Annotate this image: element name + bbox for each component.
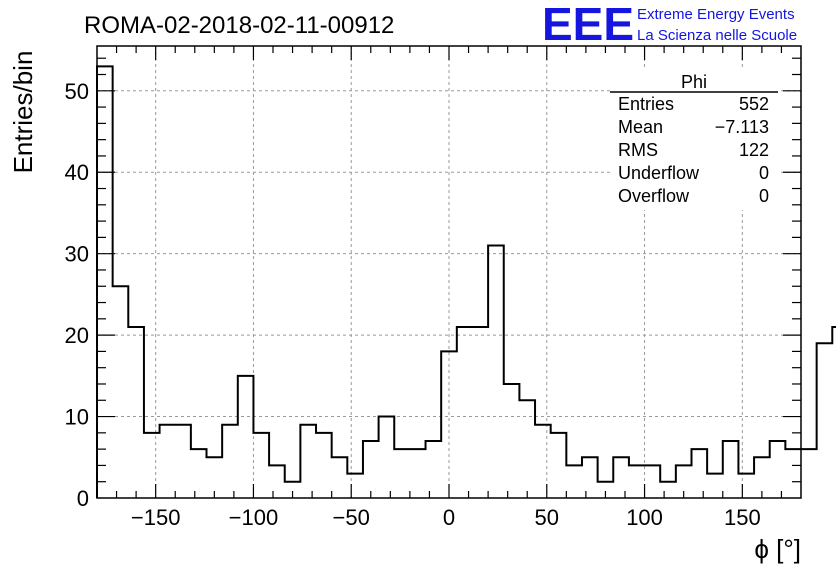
histogram-bin bbox=[160, 425, 176, 498]
histogram-bin bbox=[551, 433, 567, 498]
histogram-bin bbox=[379, 417, 395, 498]
histogram-bin bbox=[817, 343, 833, 498]
stat-label: Entries bbox=[618, 94, 674, 114]
histogram-bin bbox=[347, 474, 363, 498]
histogram-bin bbox=[504, 384, 520, 498]
histogram-bin bbox=[488, 246, 504, 498]
histogram-bin bbox=[410, 449, 426, 498]
stat-label: Underflow bbox=[618, 163, 700, 183]
histogram-bin bbox=[394, 449, 410, 498]
histogram-bin bbox=[566, 465, 582, 498]
histogram-bin bbox=[113, 286, 129, 498]
histogram-bin bbox=[707, 474, 723, 498]
histogram-bin bbox=[332, 457, 348, 498]
histogram-bin bbox=[613, 457, 629, 498]
x-tick-label: −100 bbox=[229, 505, 279, 530]
x-axis-label: ϕ [°] bbox=[754, 534, 801, 564]
histogram-bin bbox=[645, 465, 661, 498]
histogram-bin bbox=[316, 433, 332, 498]
histogram-bin bbox=[441, 351, 457, 498]
histogram-bin bbox=[144, 433, 160, 498]
stat-value: 122 bbox=[739, 140, 769, 160]
logo-text: EEE bbox=[542, 0, 634, 50]
histogram-bin bbox=[582, 457, 598, 498]
histogram-bin bbox=[691, 449, 707, 498]
x-axis: −150 −100 −50 0 50 100 150 bbox=[115, 46, 783, 530]
histogram-bin bbox=[363, 441, 379, 498]
stat-value: 0 bbox=[759, 163, 769, 183]
y-tick-label: 50 bbox=[65, 79, 89, 104]
histogram-bin bbox=[269, 465, 285, 498]
histogram-bin bbox=[175, 425, 191, 498]
y-tick-label: 0 bbox=[77, 486, 89, 511]
histogram-bin bbox=[519, 400, 535, 498]
stats-box-rows: Entries 552 Mean −7.113 RMS 122 Underflow 0 Over… bbox=[618, 94, 769, 206]
stats-box-background bbox=[610, 70, 778, 210]
histogram-bin bbox=[300, 425, 316, 498]
histogram-bin bbox=[770, 441, 786, 498]
stat-label: Mean bbox=[618, 117, 663, 137]
histogram-bin bbox=[238, 376, 254, 498]
stat-value: 0 bbox=[759, 186, 769, 206]
histogram-bin bbox=[222, 425, 238, 498]
x-tick-label: 100 bbox=[626, 505, 663, 530]
chart-title: ROMA-02-2018-02-11-00912 bbox=[84, 12, 394, 39]
x-tick-label: −150 bbox=[131, 505, 181, 530]
histogram-outline bbox=[96, 65, 836, 498]
eee-logo: EEE Extreme Energy Events La Scienza nel… bbox=[542, 0, 797, 50]
x-tick-label: 150 bbox=[724, 505, 761, 530]
y-tick-label: 20 bbox=[65, 323, 89, 348]
histogram-bin bbox=[457, 327, 473, 498]
histogram-bin bbox=[801, 449, 817, 498]
y-tick-label: 10 bbox=[65, 405, 89, 430]
histogram-bin bbox=[535, 425, 551, 498]
y-axis-label: Entries/bin bbox=[8, 51, 38, 174]
histogram-bin bbox=[253, 433, 269, 498]
brand-line-2: La Scienza nelle Scuole bbox=[637, 27, 797, 44]
y-axis: 0 10 20 30 40 50 bbox=[65, 57, 801, 511]
histogram-bin bbox=[738, 474, 754, 498]
x-tick-label: 50 bbox=[535, 505, 559, 530]
histogram-bin bbox=[785, 449, 801, 498]
histogram-bin bbox=[660, 482, 676, 498]
brand-line-1: Extreme Energy Events bbox=[637, 6, 795, 23]
stats-box-title: Phi bbox=[681, 72, 707, 92]
histogram-bin bbox=[832, 327, 836, 498]
stat-value: 552 bbox=[739, 94, 769, 114]
stat-label: RMS bbox=[618, 140, 658, 160]
y-tick-label: 30 bbox=[65, 242, 89, 267]
x-tick-label: −50 bbox=[333, 505, 370, 530]
histogram-bin bbox=[426, 441, 442, 498]
stat-value: −7.113 bbox=[715, 117, 769, 137]
stats-box: Phi Entries 552 Mean −7.113 RMS 122 Underflow 0… bbox=[610, 70, 778, 210]
histogram-bin bbox=[723, 441, 739, 498]
x-tick-label: 0 bbox=[443, 505, 455, 530]
histogram-bin bbox=[191, 449, 207, 498]
histogram-bin bbox=[629, 465, 645, 498]
stat-label: Overflow bbox=[618, 186, 690, 206]
y-tick-label: 40 bbox=[65, 160, 89, 185]
histogram-bin bbox=[128, 327, 144, 498]
histogram-bin bbox=[472, 327, 488, 498]
